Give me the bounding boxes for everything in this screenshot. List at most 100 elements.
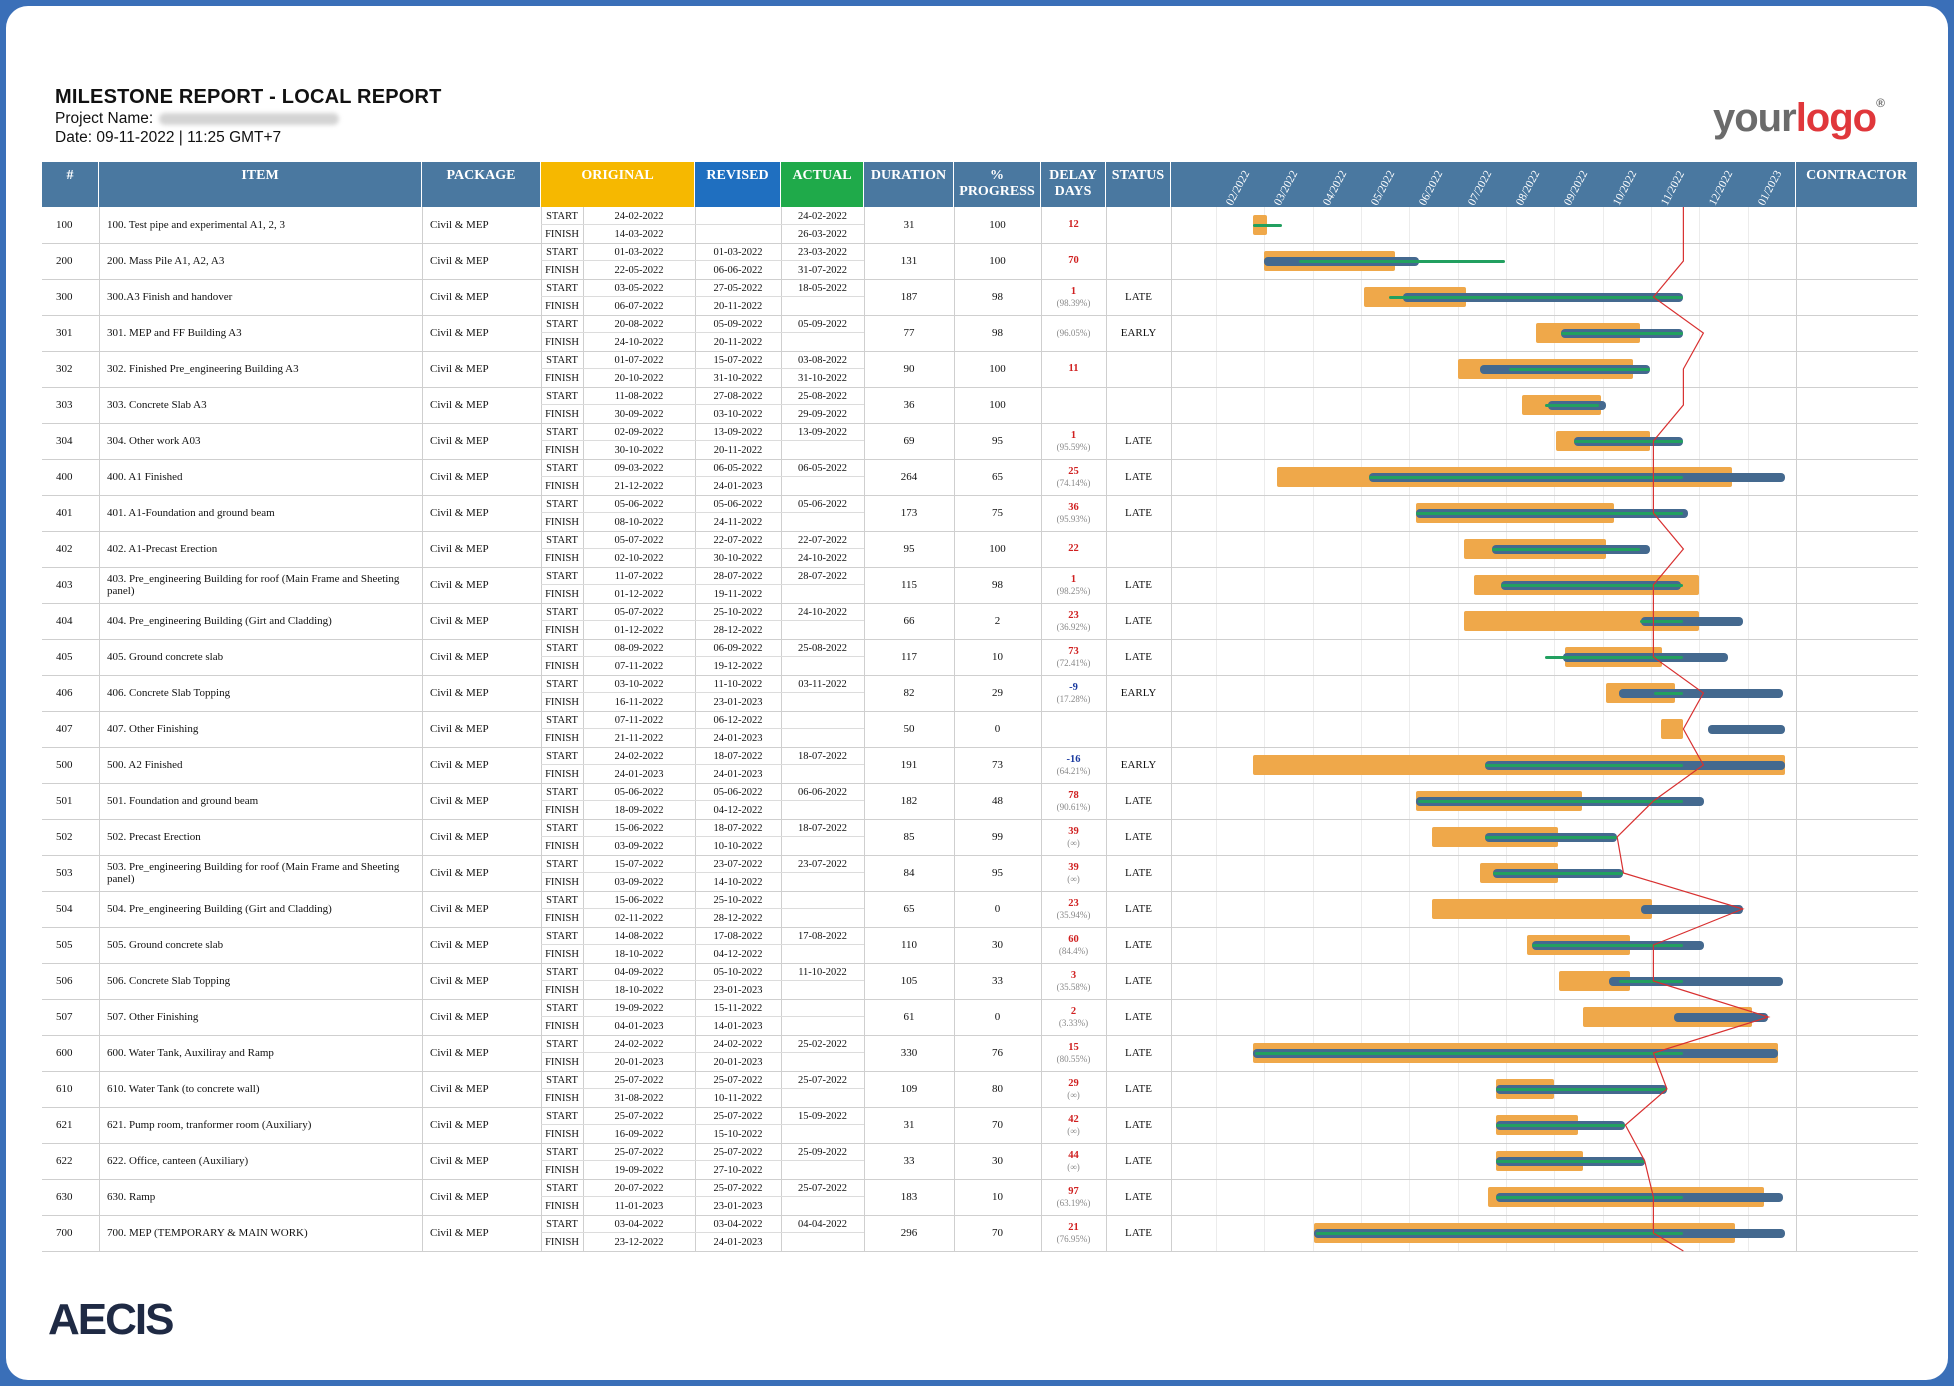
package-name: Civil & MEP — [430, 579, 489, 591]
delay-days: 22 — [1041, 531, 1106, 567]
column-header-delay: DELAY DAYS — [1041, 162, 1106, 207]
revised-start: 06-05-2022 — [713, 462, 763, 474]
actual-finish — [781, 945, 864, 963]
delay-value: 3 — [1070, 969, 1077, 981]
start-label: START — [546, 246, 578, 258]
original-start: 24-02-2022 — [614, 1038, 664, 1050]
table-row: 403 403. Pre_engineering Building for roo… — [42, 567, 1918, 604]
finish-label: FINISH — [545, 480, 579, 492]
item-name: 503. Pre_engineering Building for roof (… — [107, 861, 400, 885]
row-number: 621 — [56, 1119, 73, 1131]
delay-days: 97 (63.19%) — [1041, 1179, 1106, 1215]
contractor-value — [1796, 531, 1918, 567]
finish-label: FINISH — [545, 408, 579, 420]
actual-start: 15-09-2022 — [798, 1110, 847, 1122]
row-number: 505 — [56, 939, 73, 951]
duration-value: 90 — [903, 363, 915, 375]
delay-days: 42 (∞) — [1041, 1107, 1106, 1143]
contractor-value — [1796, 207, 1918, 243]
contractor-value — [1796, 819, 1918, 855]
delay-days — [1041, 711, 1106, 747]
delay-value: 15 — [1068, 1041, 1079, 1053]
original-start: 14-08-2022 — [614, 930, 664, 942]
revised-finish: 06-06-2022 — [713, 264, 763, 276]
column-divider — [541, 207, 542, 1251]
item-name: 403. Pre_engineering Building for roof (… — [107, 573, 400, 597]
table-row: 405 405. Ground concrete slab Civil & MEP S… — [42, 639, 1918, 676]
contractor-value — [1796, 675, 1918, 711]
subrow-divider — [541, 656, 864, 657]
revised-finish — [695, 225, 781, 243]
start-label: START — [546, 1218, 578, 1230]
start-label: START — [546, 1074, 578, 1086]
subrow-divider — [541, 584, 864, 585]
item-name: 501. Foundation and ground beam — [107, 795, 259, 807]
duration-value: 131 — [900, 255, 918, 267]
package-name: Civil & MEP — [430, 507, 489, 519]
original-start: 25-07-2022 — [614, 1110, 664, 1122]
progress-value: 0 — [994, 903, 1001, 915]
column-divider — [99, 207, 100, 1251]
progress-value: 100 — [989, 219, 1006, 231]
actual-start: 11-10-2022 — [798, 966, 847, 978]
logo-part-logo: logo — [1795, 96, 1877, 140]
subrow-divider — [541, 332, 864, 333]
contractor-value — [1796, 1143, 1918, 1179]
column-header-num: # — [42, 162, 99, 207]
subrow-divider — [541, 440, 864, 441]
actual-finish — [781, 1089, 864, 1107]
actual-start: 25-02-2022 — [798, 1038, 847, 1050]
original-start: 15-06-2022 — [614, 822, 664, 834]
delay-value: 23 — [1068, 897, 1079, 909]
delay-percent: (80.55%) — [1056, 1053, 1091, 1064]
planned-bar — [1559, 971, 1631, 991]
item-name: 504. Pre_engineering Building (Girt and … — [107, 903, 332, 915]
item-name: 406. Concrete Slab Topping — [107, 687, 231, 699]
table-row: 404 404. Pre_engineering Building (Girt a… — [42, 603, 1918, 640]
package-name: Civil & MEP — [430, 975, 489, 987]
status-value: LATE — [1125, 1011, 1152, 1023]
revised-start: 15-11-2022 — [713, 1002, 763, 1014]
item-name: 502. Precast Erection — [107, 831, 201, 843]
actual-start: 04-04-2022 — [798, 1218, 847, 1230]
finish-label: FINISH — [545, 516, 579, 528]
original-start: 24-02-2022 — [614, 210, 664, 222]
contractor-value — [1796, 459, 1918, 495]
finish-label: FINISH — [545, 336, 579, 348]
contractor-value — [1796, 495, 1918, 531]
original-finish: 03-09-2022 — [614, 840, 664, 852]
duration-value: 105 — [900, 975, 918, 987]
actual-finish — [781, 1233, 864, 1251]
subrow-divider — [541, 620, 864, 621]
contractor-value — [1796, 999, 1918, 1035]
gantt-month-gridline — [1554, 207, 1556, 1251]
item-name: 610. Water Tank (to concrete wall) — [107, 1083, 260, 1095]
delay-days: 39 (∞) — [1041, 855, 1106, 891]
original-finish: 16-09-2022 — [614, 1128, 664, 1140]
package-name: Civil & MEP — [430, 759, 489, 771]
revised-finish: 23-01-2023 — [713, 984, 763, 996]
status-value — [1106, 387, 1171, 423]
column-header-progress: % PROGRESS — [954, 162, 1041, 207]
actual-start: 25-08-2022 — [798, 390, 847, 402]
package-name: Civil & MEP — [430, 1119, 489, 1131]
actual-finish: 24-10-2022 — [798, 552, 847, 564]
original-finish: 11-01-2023 — [614, 1200, 664, 1212]
column-divider — [1796, 207, 1797, 1251]
finish-label: FINISH — [545, 444, 579, 456]
package-name: Civil & MEP — [430, 1011, 489, 1023]
start-label: START — [546, 570, 578, 582]
revised-start: 05-06-2022 — [713, 786, 763, 798]
item-name: 401. A1-Foundation and ground beam — [107, 507, 275, 519]
table-row: 500 500. A2 Finished Civil & MEP START FINIS… — [42, 747, 1918, 784]
start-label: START — [546, 714, 578, 726]
subrow-divider — [541, 980, 864, 981]
start-label: START — [546, 498, 578, 510]
delay-percent: (35.58%) — [1056, 981, 1091, 992]
subrow-divider — [541, 260, 864, 261]
status-value: LATE — [1125, 1227, 1152, 1239]
delay-value: 1 — [1070, 429, 1077, 441]
status-value: LATE — [1125, 1119, 1152, 1131]
subrow-divider — [541, 1052, 864, 1053]
actual-finish — [781, 765, 864, 783]
